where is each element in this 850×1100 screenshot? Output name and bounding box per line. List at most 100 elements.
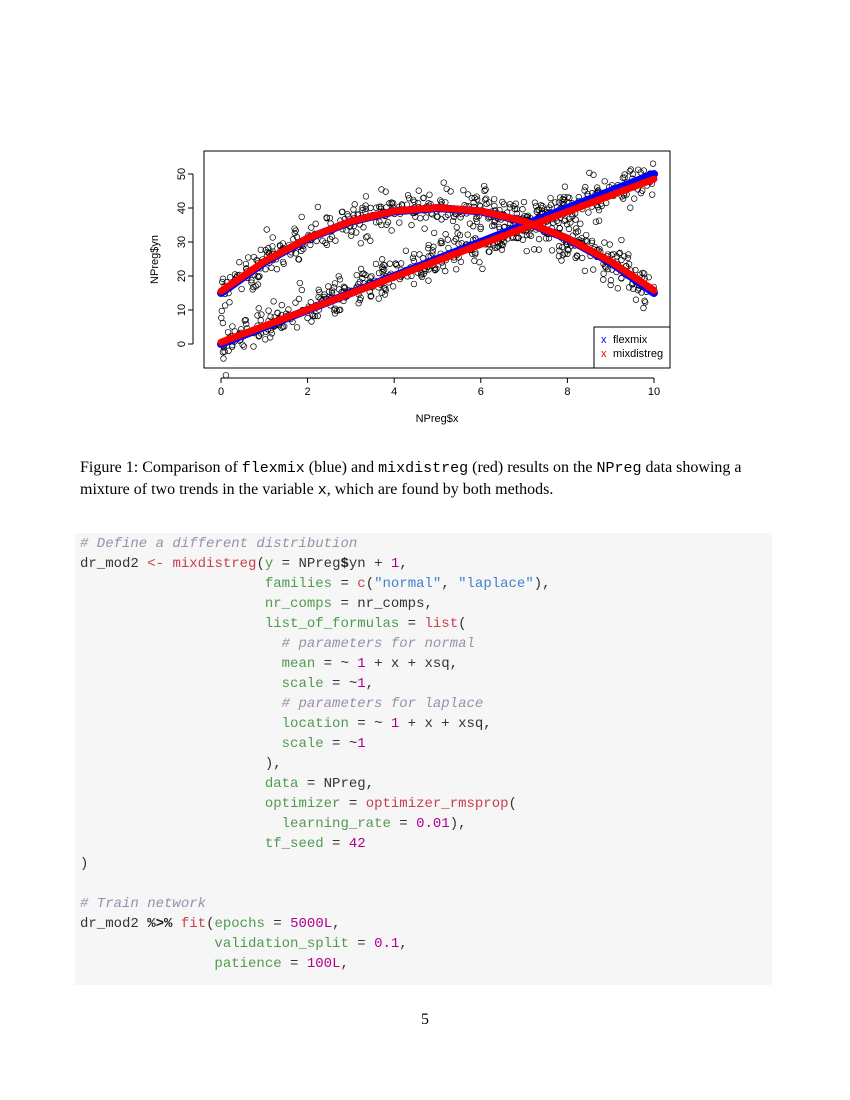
data-point	[632, 266, 639, 274]
code-line: tf_seed = 42	[80, 834, 772, 854]
data-point	[433, 265, 440, 272]
data-point	[649, 191, 656, 198]
data-point	[248, 279, 255, 286]
code-token-arg: scale	[281, 676, 324, 692]
data-point	[618, 236, 625, 244]
code-token-plain: (	[365, 576, 375, 592]
code-token-arg: learning_rate	[281, 816, 391, 832]
data-point	[362, 271, 369, 279]
code-line: dr_mod2 %>% fit(epochs = 5000L,	[80, 914, 772, 934]
data-point	[375, 269, 383, 277]
x-tick-label: 8	[564, 386, 570, 398]
data-point	[418, 273, 426, 281]
data-point	[447, 188, 454, 195]
data-point	[357, 240, 364, 247]
data-point	[572, 225, 580, 232]
data-point	[592, 218, 600, 225]
data-point	[402, 247, 410, 254]
data-point	[339, 208, 346, 215]
data-point	[471, 194, 478, 202]
data-point	[602, 264, 610, 271]
code-token-plain: =	[264, 916, 291, 932]
data-point	[333, 307, 341, 314]
code-token-arg: tf_seed	[264, 836, 324, 852]
data-point	[222, 372, 230, 379]
data-point	[572, 216, 579, 223]
code-line: learning_rate = 0.01),	[80, 814, 772, 834]
plot-frame	[203, 150, 671, 369]
code-token-num: 1	[357, 736, 366, 752]
data-point	[618, 274, 625, 282]
data-point	[444, 236, 452, 243]
code-token-plain: = ~	[323, 676, 358, 692]
data-point	[408, 221, 415, 229]
code-line: optimizer = optimizer_rmsprop(	[80, 794, 772, 814]
data-point	[359, 270, 366, 278]
data-point	[396, 219, 403, 226]
data-point	[588, 239, 595, 247]
data-point	[350, 206, 357, 213]
data-point	[267, 334, 274, 341]
data-point	[274, 309, 281, 316]
code-token-plain: ),	[80, 756, 282, 772]
data-point	[363, 234, 370, 241]
code-token-plain	[80, 796, 265, 812]
data-point	[442, 213, 449, 221]
code-line: list_of_formulas = list(	[80, 614, 772, 634]
data-point	[561, 196, 568, 204]
code-token-str: "normal"	[374, 576, 442, 592]
data-point	[295, 295, 303, 303]
code-token-fn: c	[357, 576, 366, 592]
data-point	[537, 202, 545, 209]
legend-marker-x-icon: x	[601, 348, 607, 360]
code-token-plain: dr_mod2	[80, 916, 148, 932]
data-point	[565, 247, 572, 254]
data-point	[561, 183, 569, 190]
data-point	[298, 213, 305, 221]
data-point	[359, 204, 366, 211]
data-point	[590, 171, 597, 178]
code-token-com: # Define a different distribution	[80, 536, 358, 552]
data-point	[347, 232, 355, 239]
data-point	[255, 305, 262, 312]
data-point	[479, 265, 486, 273]
data-point	[586, 169, 593, 177]
data-point	[449, 217, 457, 225]
data-point	[314, 312, 321, 320]
data-point	[351, 201, 358, 208]
data-point	[519, 236, 526, 243]
data-point	[511, 205, 519, 213]
data-point	[477, 225, 484, 233]
data-point	[499, 242, 506, 249]
code-line: scale = ~1	[80, 734, 772, 754]
code-token-plain: = ~	[348, 716, 391, 732]
data-point	[582, 183, 589, 191]
data-point	[388, 227, 395, 234]
data-point	[600, 270, 607, 277]
data-point	[561, 193, 568, 201]
data-point	[631, 195, 638, 202]
data-point	[527, 232, 535, 239]
data-point	[410, 250, 418, 258]
data-point	[629, 170, 637, 178]
code-token-fn: list	[424, 616, 459, 632]
data-point	[574, 253, 581, 260]
code-token-plain	[80, 656, 282, 672]
code-token-plain	[80, 776, 265, 792]
code-token-plain	[80, 936, 214, 952]
data-point	[438, 216, 445, 223]
data-point	[308, 224, 315, 231]
x-tick-label: 4	[391, 386, 397, 398]
data-point	[278, 324, 285, 331]
data-point	[243, 320, 250, 328]
code-token-num: 100L	[306, 956, 341, 972]
data-point	[523, 231, 531, 239]
data-point	[625, 251, 632, 258]
code-token-fn: optimizer_rmsprop	[365, 796, 509, 812]
data-point	[625, 284, 633, 291]
code-token-plain: = ~	[323, 736, 358, 752]
code-text: # Define a different distribution dr_mod2…	[75, 533, 772, 974]
caption-segment: (blue) and	[304, 459, 379, 476]
code-token-plain: ,	[340, 956, 349, 972]
data-point	[293, 324, 301, 331]
